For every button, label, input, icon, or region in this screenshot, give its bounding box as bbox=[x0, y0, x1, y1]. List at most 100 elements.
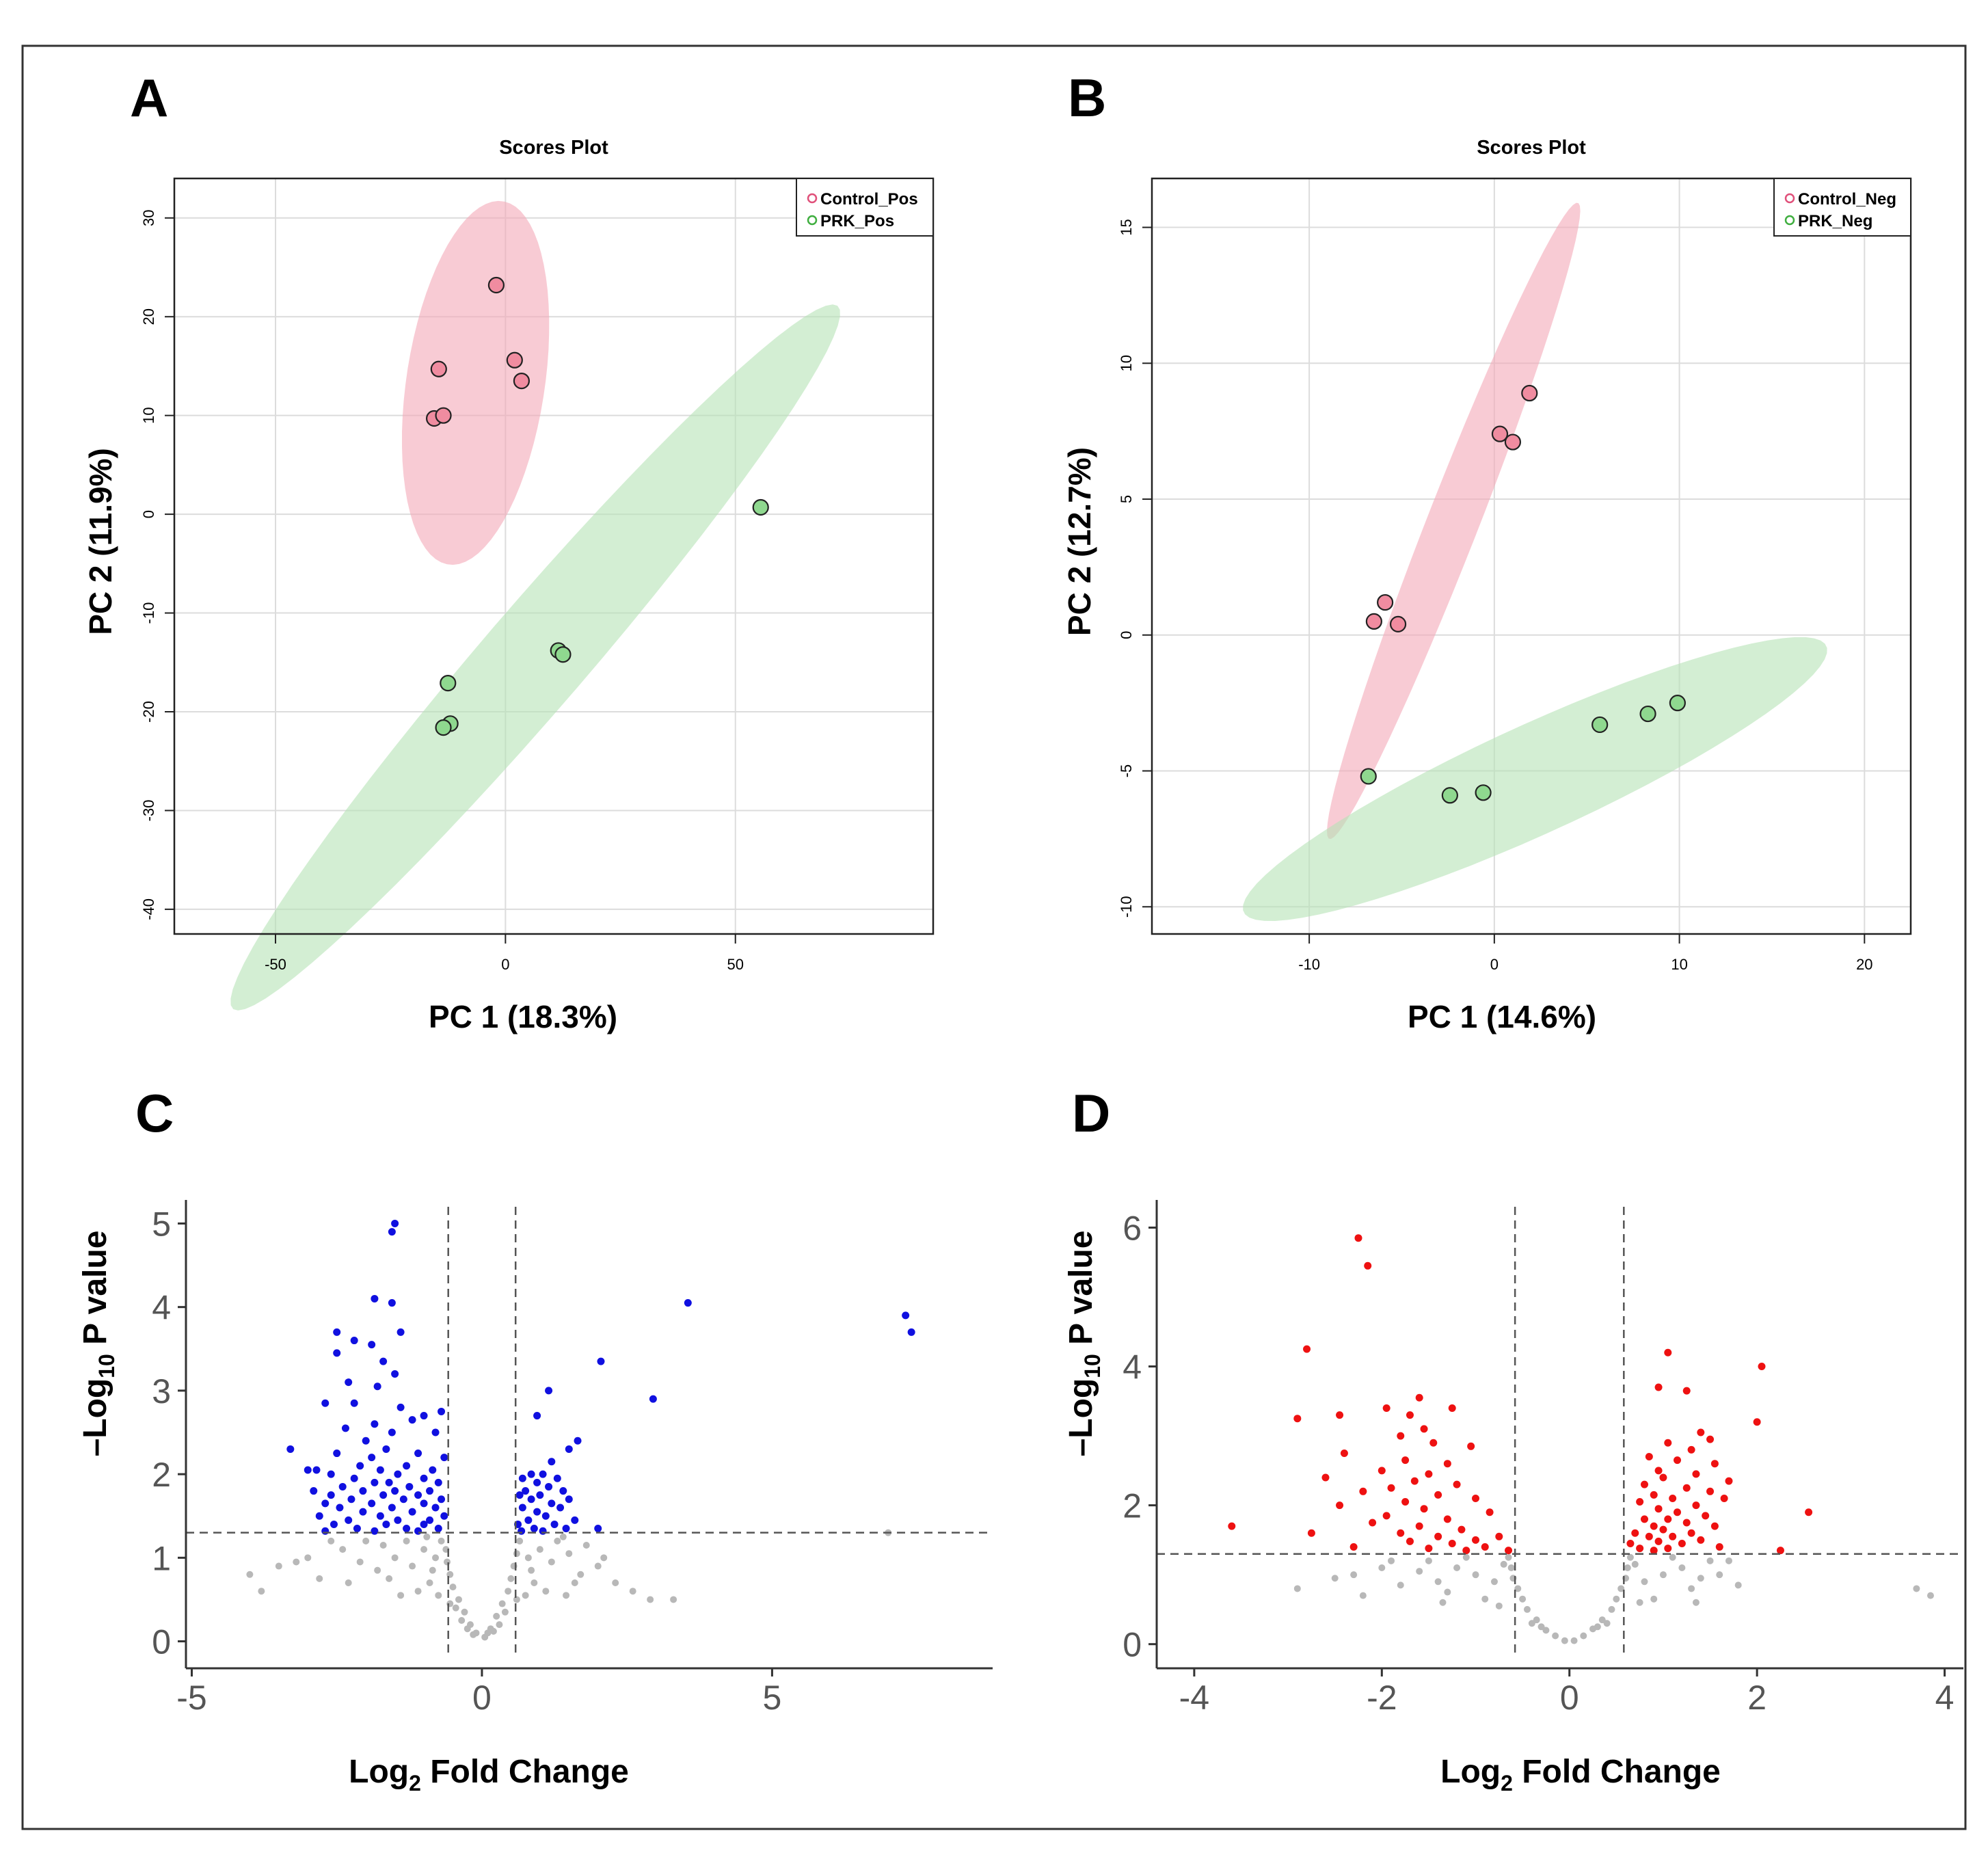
panel-c-sig-point bbox=[539, 1527, 547, 1535]
panel-d-sig-point bbox=[1481, 1543, 1489, 1551]
panel-d-sig-point bbox=[1682, 1484, 1691, 1492]
panel-c-ns-point bbox=[507, 1575, 515, 1582]
figure-border bbox=[21, 44, 1967, 1830]
panel-c-sig-point bbox=[403, 1462, 411, 1470]
panel-c-sig-point bbox=[368, 1341, 376, 1349]
panel-c-ns-point bbox=[629, 1588, 636, 1595]
panel-b-ytick-label: 0 bbox=[1118, 631, 1135, 639]
panel-d-ns-point bbox=[1528, 1620, 1535, 1627]
panel-a-legend-box bbox=[796, 178, 934, 237]
panel-d-sig-point bbox=[1472, 1494, 1480, 1502]
panel-d-sig-point bbox=[1682, 1387, 1691, 1395]
panel-d-sig-point bbox=[1425, 1470, 1433, 1478]
panel-c-ylabel: –Log10 P value bbox=[77, 1231, 119, 1457]
panel-d-sig-point bbox=[1678, 1539, 1686, 1547]
panel-d-sig-point bbox=[1664, 1545, 1672, 1553]
panel-d-ytick-label: 0 bbox=[1123, 1626, 1142, 1664]
panel-d-sig-point bbox=[1640, 1515, 1648, 1523]
panel-d-sig-point bbox=[1645, 1532, 1653, 1540]
panel-c-ns-point bbox=[493, 1612, 500, 1620]
panel-a-point-prk-pos bbox=[435, 719, 452, 736]
panel-c-sig-point bbox=[388, 1428, 396, 1437]
panel-d-ns-point bbox=[1350, 1571, 1358, 1579]
panel-c-ytick-label: 5 bbox=[152, 1205, 171, 1243]
panel-c-sig-point bbox=[353, 1525, 361, 1533]
panel-c-sig-point bbox=[420, 1520, 428, 1528]
panel-d-sig-point bbox=[1303, 1345, 1311, 1353]
panel-c-ns-point bbox=[293, 1558, 300, 1566]
panel-d-sig-point bbox=[1640, 1480, 1648, 1488]
panel-a-point-prk-pos bbox=[752, 498, 769, 516]
panel-d-sig-point bbox=[1462, 1547, 1470, 1555]
legend-marker-prk-pos bbox=[807, 215, 818, 226]
panel-c-xtick-label: 0 bbox=[472, 1679, 492, 1717]
panel-c-sig-point bbox=[394, 1516, 402, 1524]
panel-c-ns-point bbox=[374, 1566, 381, 1574]
panel-c-ns-point bbox=[275, 1562, 282, 1570]
panel-c-ns-point bbox=[548, 1558, 555, 1566]
panel-c-ytick-label: 4 bbox=[152, 1289, 171, 1327]
panel-d-sig-point bbox=[1443, 1515, 1451, 1523]
panel-c-sig-point bbox=[405, 1482, 414, 1491]
panel-c-sig-point bbox=[382, 1445, 390, 1453]
panel-d-sig-point bbox=[1420, 1425, 1428, 1433]
panel-c-sig-point bbox=[553, 1474, 561, 1482]
panel-c-sig-point bbox=[350, 1337, 358, 1345]
panel-a-ytick-label: -30 bbox=[140, 800, 157, 822]
panel-d-ns-point bbox=[1641, 1578, 1648, 1586]
panel-c-ns-point bbox=[513, 1550, 520, 1558]
panel-c-ns-point bbox=[452, 1604, 459, 1612]
panel-d-sig-point bbox=[1725, 1477, 1733, 1485]
panel-d-ns-point bbox=[1444, 1588, 1451, 1596]
panel-c-ns-point bbox=[559, 1533, 567, 1540]
panel-c-ns-point bbox=[339, 1546, 347, 1553]
panel-d-xlabel-main: Log bbox=[1440, 1754, 1501, 1790]
panel-d-ns-point bbox=[1505, 1553, 1512, 1561]
panel-d-sig-point bbox=[1410, 1477, 1419, 1485]
panel-a-point-control-pos bbox=[513, 373, 530, 390]
panel-c-sig-point bbox=[420, 1499, 428, 1508]
panel-c-sig-point bbox=[559, 1487, 567, 1495]
panel-c-sig-point bbox=[524, 1516, 533, 1524]
panel-d-ns-point bbox=[1570, 1637, 1578, 1644]
panel-d-sig-point bbox=[1650, 1522, 1658, 1530]
panel-d-ns-point bbox=[1636, 1599, 1643, 1606]
panel-c-sig-point bbox=[649, 1395, 657, 1403]
panel-c-ylabel-pre: –Log bbox=[77, 1378, 113, 1457]
panel-c-xlabel-main: Log bbox=[349, 1754, 409, 1790]
panel-c-sig-point bbox=[556, 1504, 565, 1512]
panel-c-ylabel-sub: 10 bbox=[94, 1354, 119, 1378]
panel-c-ns-point bbox=[391, 1554, 399, 1562]
panel-c-sig-point bbox=[527, 1470, 535, 1478]
panel-c-ns-point bbox=[449, 1584, 457, 1591]
panel-a-ticks: -50 0 50 -40 -30 -20 -10 0 10 20 30 bbox=[140, 210, 744, 973]
panel-a-point-prk-pos bbox=[554, 646, 572, 663]
panel-label-b: B bbox=[1068, 68, 1106, 128]
panel-d-sig-point bbox=[1336, 1501, 1344, 1510]
panel-d-ns-point bbox=[1678, 1564, 1686, 1571]
panel-d-sig-point bbox=[1415, 1393, 1423, 1402]
panel-d-sig-point bbox=[1674, 1508, 1682, 1517]
panel-d-sig-point bbox=[1228, 1522, 1236, 1530]
panel-d-ns-point bbox=[1697, 1575, 1704, 1582]
panel-c-ns-point bbox=[356, 1558, 364, 1566]
panel-c-ns-point bbox=[501, 1608, 509, 1616]
panel-c-sig-point bbox=[321, 1527, 330, 1535]
panel-c-ns-point bbox=[461, 1608, 468, 1616]
panel-c-sig-point bbox=[426, 1516, 434, 1524]
panel-c-sig-point bbox=[420, 1474, 428, 1482]
panel-d-sig-point bbox=[1505, 1547, 1513, 1555]
panel-b-point-control-neg bbox=[1365, 613, 1382, 630]
panel-c-ytick-label: 2 bbox=[152, 1456, 171, 1494]
panel-c-ns-point bbox=[530, 1579, 538, 1586]
panel-c-nonsignificant-points bbox=[246, 1529, 892, 1641]
panel-c-sig-point bbox=[371, 1527, 379, 1535]
panel-d-sig-point bbox=[1387, 1484, 1395, 1492]
panel-c-thresholds bbox=[186, 1207, 993, 1658]
panel-d-sig-point bbox=[1692, 1470, 1700, 1478]
panel-b-xtick-label: -10 bbox=[1298, 956, 1320, 973]
panel-c-xlabel: Log2 Fold Change bbox=[349, 1754, 629, 1795]
panel-c-sig-point bbox=[388, 1299, 396, 1307]
